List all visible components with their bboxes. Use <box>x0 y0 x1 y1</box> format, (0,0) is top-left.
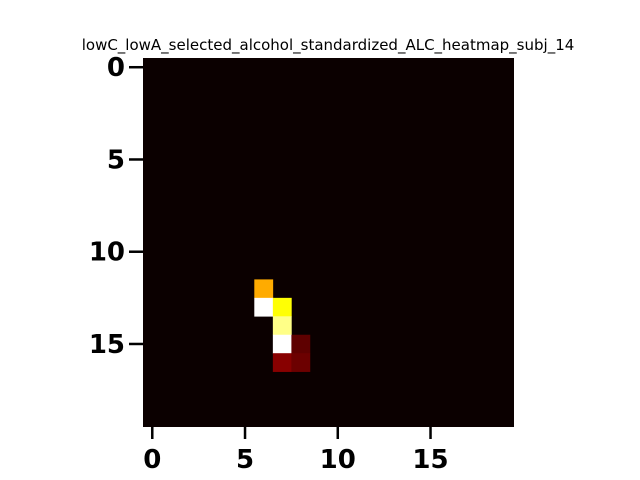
chart-title: lowC_lowA_selected_alcohol_standardized_… <box>82 36 575 55</box>
y-tick-label: 5 <box>107 145 125 175</box>
x-tick-label: 10 <box>320 445 356 475</box>
heatmap-cell <box>272 334 292 354</box>
y-axis: 0 5 10 15 <box>89 53 143 360</box>
heatmap-cell <box>272 297 292 317</box>
heatmap-cell <box>272 353 292 372</box>
x-tick-label: 0 <box>143 445 161 475</box>
heatmap-cell <box>291 334 311 354</box>
x-tick-label: 15 <box>412 445 448 475</box>
heatmap-cell <box>272 316 292 336</box>
y-tick-label: 10 <box>89 238 125 268</box>
heatmap-cell <box>291 353 311 372</box>
heatmap-background-cells <box>143 58 514 427</box>
y-tick-label: 15 <box>89 330 125 360</box>
x-axis: 0 5 10 15 <box>143 427 449 475</box>
heatmap-cell <box>254 279 274 299</box>
x-tick-label: 5 <box>236 445 254 475</box>
heatmap-cell <box>254 297 274 317</box>
plot-area <box>143 58 514 427</box>
y-tick-label: 0 <box>107 53 125 83</box>
